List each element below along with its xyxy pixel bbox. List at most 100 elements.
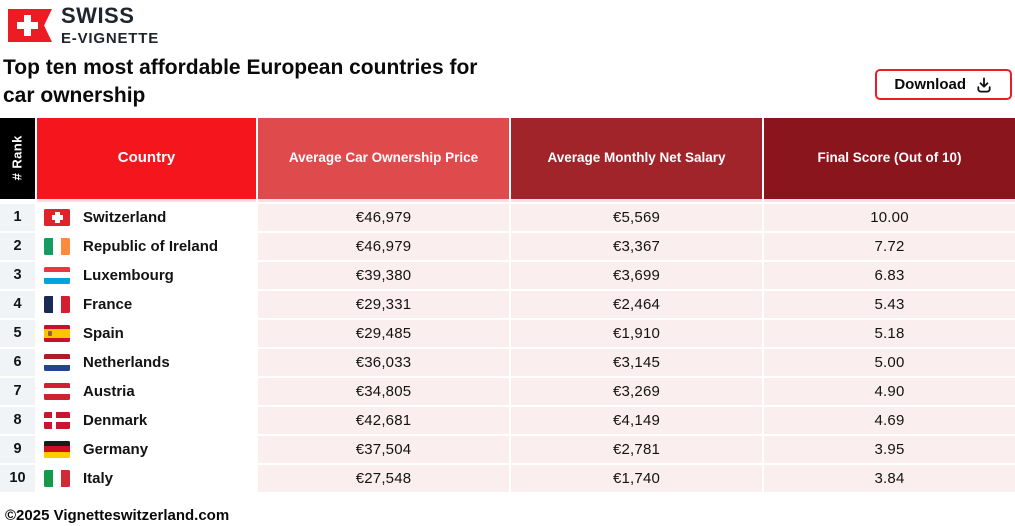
header-label-salary: Average Monthly Net Salary	[547, 150, 726, 166]
austria-flag-icon	[44, 382, 70, 400]
price-cell: €37,504	[258, 435, 509, 463]
flag-stripe	[44, 353, 70, 360]
flag-stripe	[61, 237, 70, 255]
flag-stripe	[44, 272, 70, 279]
score-cell: 3.95	[764, 435, 1015, 463]
header-cell-price: Average Car Ownership Price	[258, 117, 509, 199]
table-row-netherlands: 6 Netherlands €36,033 €3,145 5.00	[0, 348, 1015, 376]
header-label-score: Final Score (Out of 10)	[817, 150, 962, 166]
score-cell: 4.90	[764, 377, 1015, 405]
header-divider-segment	[37, 198, 256, 202]
header-cell-salary: Average Monthly Net Salary	[511, 117, 762, 199]
page-title: Top ten most affordable European countri…	[3, 54, 477, 111]
header-cell-country: Country	[37, 117, 256, 199]
flag-stripe	[44, 266, 70, 273]
flag-stripe	[44, 382, 70, 389]
price-cell: €42,681	[258, 406, 509, 434]
price-cell: €39,380	[258, 261, 509, 289]
top-bar: SWISS E-VIGNETTE	[0, 0, 1015, 46]
rank-cell: 4	[0, 290, 35, 318]
rank-cell: 7	[0, 377, 35, 405]
copyright-text: ©2025 Vignetteswitzerland.com	[5, 506, 230, 524]
rank-cell: 5	[0, 319, 35, 347]
flag-stripe	[44, 237, 53, 255]
rank-cell: 1	[0, 203, 35, 231]
italy-flag-icon	[44, 469, 70, 487]
table-header-divider	[0, 198, 1015, 202]
netherlands-flag-icon	[44, 353, 70, 371]
score-cell: 5.00	[764, 348, 1015, 376]
salary-cell: €3,145	[511, 348, 762, 376]
table-row-luxembourg: 3 Luxembourg €39,380 €3,699 6.83	[0, 261, 1015, 289]
header-divider-segment	[258, 198, 509, 202]
table-row-spain: 5 Spain €29,485 €1,910 5.18	[0, 319, 1015, 347]
salary-cell: €3,699	[511, 261, 762, 289]
table-header-row: # Rank Country Average Car Ownership Price…	[0, 117, 1015, 199]
flag-stripe	[44, 328, 70, 338]
header-label-rank: # Rank	[9, 135, 25, 181]
salary-cell: €1,740	[511, 464, 762, 492]
country-name: Luxembourg	[83, 266, 174, 284]
salary-cell: €2,781	[511, 435, 762, 463]
table-row-germany: 9 Germany €37,504 €2,781 3.95	[0, 435, 1015, 463]
header-divider-segment	[511, 198, 762, 202]
germany-flag-icon	[44, 440, 70, 458]
flag-stripe	[44, 359, 70, 366]
salary-cell: €2,464	[511, 290, 762, 318]
header-label-country: Country	[117, 149, 176, 167]
flag-stripe	[44, 388, 70, 395]
salary-cell: €3,367	[511, 232, 762, 260]
table-row-france: 4 France €29,331 €2,464 5.43	[0, 290, 1015, 318]
score-cell: 5.18	[764, 319, 1015, 347]
flag-stripe	[61, 469, 70, 487]
country-name: Denmark	[83, 411, 148, 429]
country-name: Republic of Ireland	[83, 237, 219, 255]
flag-cross-bar	[51, 214, 63, 220]
download-button-label: Download	[894, 76, 966, 93]
flag-stripe	[44, 446, 70, 453]
flag-stripe	[44, 278, 70, 284]
download-button[interactable]: Download	[875, 69, 1012, 100]
rank-cell: 8	[0, 406, 35, 434]
salary-cell: €4,149	[511, 406, 762, 434]
score-cell: 4.69	[764, 406, 1015, 434]
country-cell: Italy	[37, 464, 256, 492]
spain-flag-icon	[44, 324, 70, 342]
score-cell: 10.00	[764, 203, 1015, 231]
denmark-flag-icon	[44, 411, 70, 429]
flag-stripe	[44, 365, 70, 371]
price-cell: €29,485	[258, 319, 509, 347]
country-cell: Denmark	[37, 406, 256, 434]
country-cell: Austria	[37, 377, 256, 405]
flag-emblem	[48, 330, 52, 336]
price-cell: €27,548	[258, 464, 509, 492]
price-cell: €46,979	[258, 203, 509, 231]
country-name: Spain	[83, 324, 124, 342]
brand-subname: E-VIGNETTE	[61, 30, 160, 47]
rank-cell: 6	[0, 348, 35, 376]
country-name: Switzerland	[83, 208, 167, 226]
flag-cross-bar	[44, 418, 70, 422]
table-row-republic-of-ireland: 2 Republic of Ireland €46,979 €3,367 7.72	[0, 232, 1015, 260]
price-cell: €34,805	[258, 377, 509, 405]
country-cell: Republic of Ireland	[37, 232, 256, 260]
country-name: France	[83, 295, 133, 313]
rank-cell: 10	[0, 464, 35, 492]
table-row-denmark: 8 Denmark €42,681 €4,149 4.69	[0, 406, 1015, 434]
header-label-price: Average Car Ownership Price	[288, 150, 479, 166]
table-row-italy: 10 Italy €27,548 €1,740 3.84	[0, 464, 1015, 492]
price-cell: €29,331	[258, 290, 509, 318]
flag-stripe	[52, 237, 62, 255]
swiss-cross-horizontal-bar	[17, 22, 38, 29]
france-flag-icon	[44, 295, 70, 313]
score-cell: 7.72	[764, 232, 1015, 260]
flag-stripe	[61, 295, 70, 313]
score-cell: 5.43	[764, 290, 1015, 318]
table-body: 1 Switzerland €46,979 €5,569 10.00 2 Republic …	[0, 203, 1015, 492]
salary-cell: €1,910	[511, 319, 762, 347]
salary-cell: €3,269	[511, 377, 762, 405]
flag-stripe	[44, 440, 70, 447]
flag-stripe	[44, 295, 53, 313]
flag-stripe	[52, 295, 62, 313]
table-row-austria: 7 Austria €34,805 €3,269 4.90	[0, 377, 1015, 405]
